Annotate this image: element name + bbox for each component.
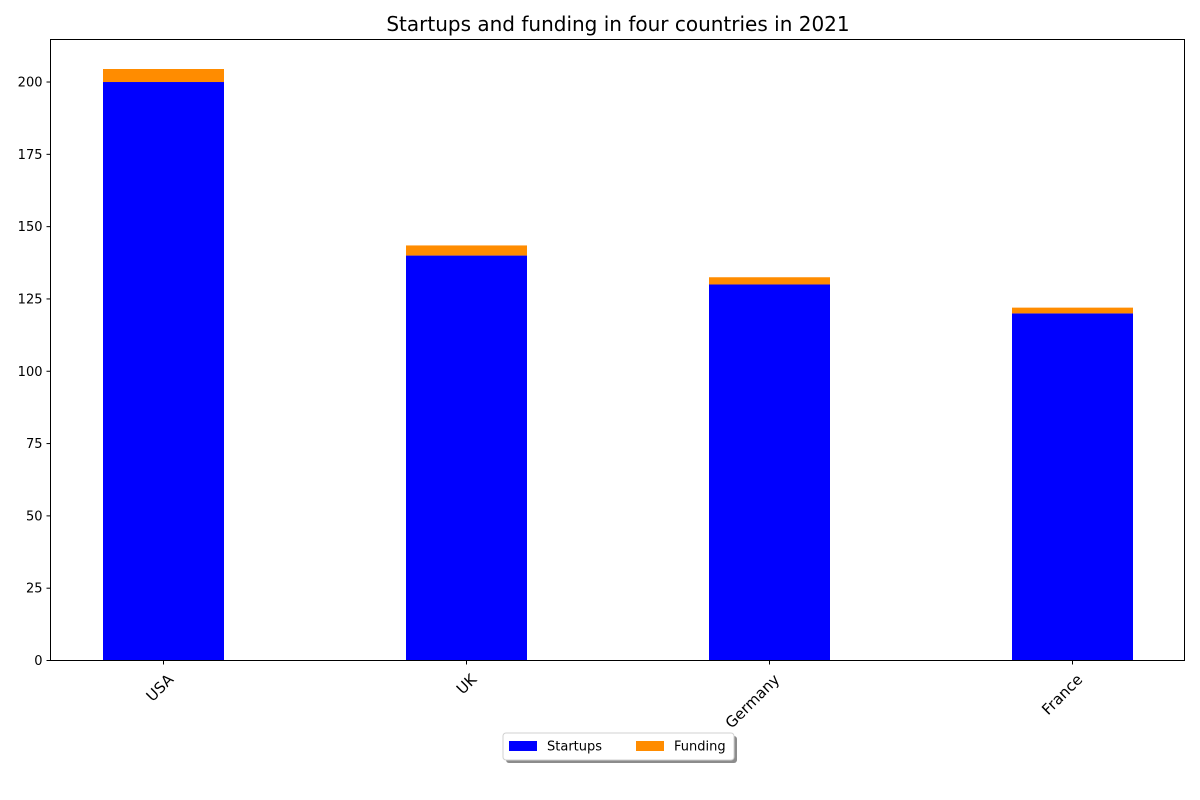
bar-startups-uk: [406, 255, 527, 661]
y-axis: 0 25 50 75 100 125 150 175 200: [18, 76, 51, 669]
legend-label-funding: Funding: [674, 740, 726, 755]
bar-funding-uk: [406, 245, 527, 256]
bars: [103, 69, 1133, 661]
chart-title: Startups and funding in four countries i…: [386, 12, 849, 36]
legend-box: [502, 732, 735, 761]
legend-swatch-funding: [636, 741, 664, 751]
y-tick-label: 200: [18, 76, 43, 91]
y-tick-label: 0: [34, 654, 42, 669]
x-tick-label-usa: USA: [143, 670, 178, 705]
x-tick-label-france: France: [1038, 671, 1086, 719]
y-tick-label: 25: [26, 582, 43, 597]
legend-label-startups: Startups: [547, 740, 602, 755]
bar-funding-germany: [709, 277, 830, 285]
bar-startups-germany: [709, 284, 830, 661]
x-tick-label-uk: UK: [453, 670, 481, 698]
bar-funding-france: [1012, 307, 1133, 314]
legend: Startups Funding: [502, 732, 737, 763]
y-tick-label: 150: [18, 220, 43, 235]
legend-swatch-startups: [509, 741, 537, 751]
y-tick-label: 175: [18, 148, 43, 163]
x-axis: USA UK Germany France: [143, 660, 1086, 732]
bar-startups-usa: [103, 82, 224, 661]
x-tick-label-germany: Germany: [722, 670, 784, 732]
y-tick-label: 50: [26, 509, 43, 524]
y-tick-label: 75: [26, 437, 43, 452]
bar-startups-france: [1012, 313, 1133, 661]
plot-frame: [50, 39, 1185, 661]
y-tick-label: 100: [18, 365, 43, 380]
y-tick-label: 125: [18, 292, 43, 307]
bar-funding-usa: [103, 69, 224, 83]
